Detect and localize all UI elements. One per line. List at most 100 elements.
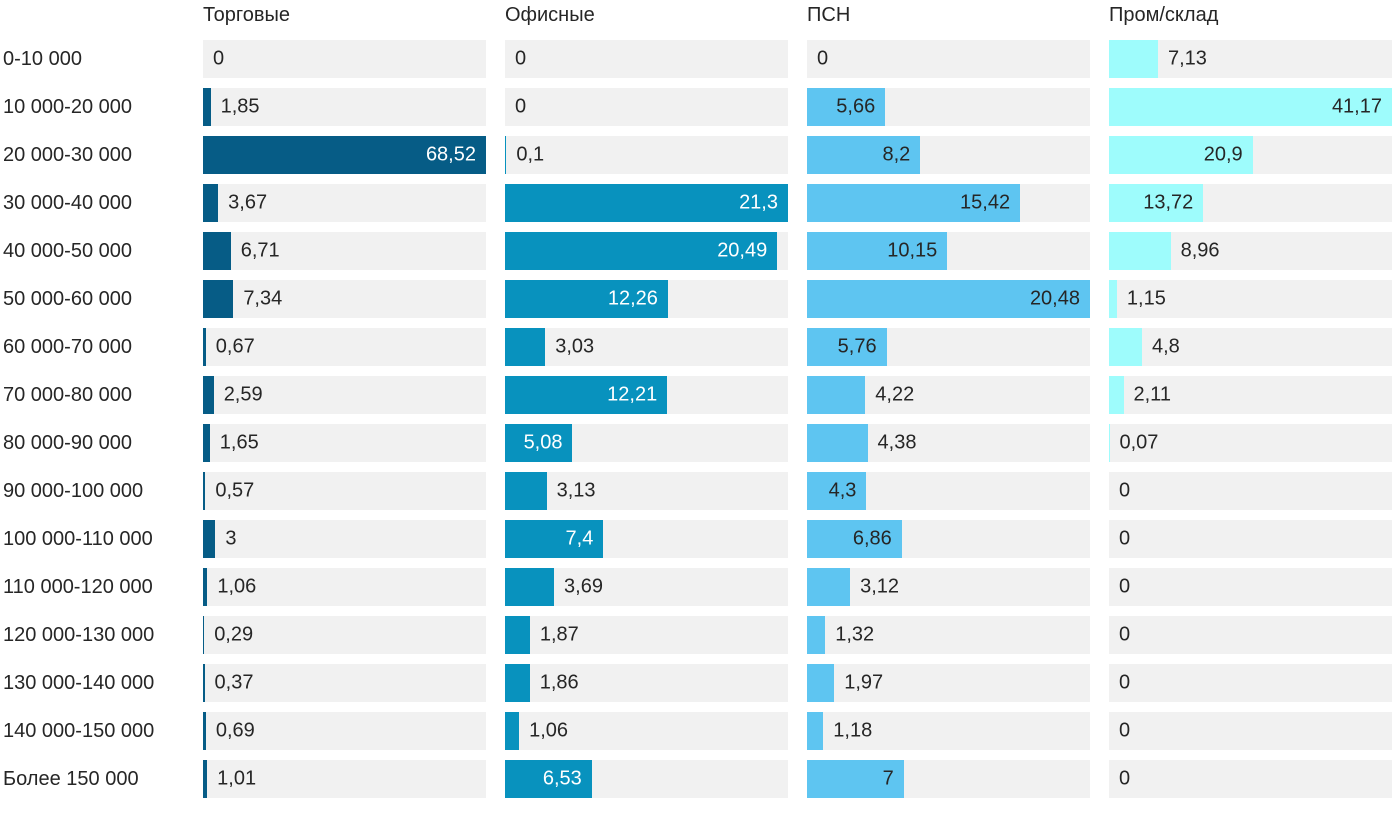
bar-track: 4,38	[807, 424, 1090, 462]
column-headers-row: Торговые Офисные ПСН Пром/склад	[0, 0, 1392, 30]
bar-value-label: 3	[225, 527, 237, 550]
bar-track: 7	[807, 760, 1090, 798]
row-label: 110 000-120 000	[3, 576, 153, 598]
chart-row: 50 000-60 000 7,34 12,26 20,48 1,15	[0, 280, 1392, 318]
chart-row: 30 000-40 000 3,67 21,3 15,42 13,72	[0, 184, 1392, 222]
bar-fill	[203, 760, 208, 798]
bar-value-label: 3,69	[564, 575, 603, 598]
chart-row: Более 150 000 1,01 6,53 7 0	[0, 760, 1392, 798]
bar-track: 4,3	[807, 472, 1090, 510]
bar-value-label: 3,67	[228, 191, 268, 214]
bar-fill	[1109, 280, 1117, 318]
bar-value-label: 6,53	[542, 767, 582, 790]
bar-track: 4,22	[807, 376, 1090, 414]
bar-fill	[505, 520, 604, 558]
bar-fill	[1109, 40, 1158, 78]
row-label: 40 000-50 000	[3, 240, 133, 262]
bar-fill	[807, 472, 867, 510]
bar-track: 1,97	[807, 664, 1090, 702]
bar-fill	[505, 376, 668, 414]
bar-value-label: 0	[1119, 623, 1131, 646]
bar-track: 0,69	[203, 712, 486, 750]
bar-value-label: 20,49	[717, 239, 768, 262]
bar-value-label: 0	[1119, 671, 1131, 694]
bar-value-label: 4,3	[828, 479, 857, 502]
bar-track: 2,59	[203, 376, 486, 414]
bar-fill	[203, 184, 219, 222]
bar-track: 0	[1109, 664, 1392, 702]
bar-value-label: 0	[515, 95, 527, 118]
chart-row: 120 000-130 000 0,29 1,87 1,32 0	[0, 616, 1392, 654]
chart-rows: 0-10 000 0 0 0 7,13 10 000-20 000 1,85 0 5,66 41,…	[0, 40, 1392, 798]
bar-track: 1,32	[807, 616, 1090, 654]
bar-value-label: 41,17	[1331, 95, 1382, 118]
bar-track: 1,06	[203, 568, 486, 606]
bar-value-label: 8,2	[882, 143, 911, 166]
bar-value-label: 3,12	[860, 575, 900, 598]
chart-row: 0-10 000 0 0 0 7,13	[0, 40, 1392, 78]
bar-track: 0,29	[203, 616, 486, 654]
bar-fill	[505, 664, 530, 702]
bar-value-label: 13,72	[1143, 191, 1194, 214]
bar-value-label: 5,66	[836, 95, 876, 118]
bar-fill	[807, 88, 886, 126]
corner-spacer	[0, 0, 184, 30]
bar-fill	[807, 520, 902, 558]
bar-value-label: 1,18	[833, 719, 873, 742]
bar-fill	[203, 424, 210, 462]
chart-row: 70 000-80 000 2,59 12,21 4,22 2,11	[0, 376, 1392, 414]
bar-track: 3,69	[505, 568, 788, 606]
bar-track: 0,07	[1109, 424, 1392, 462]
bar-track: 0	[1109, 568, 1392, 606]
bar-track: 20,49	[505, 232, 788, 270]
bar-fill	[1109, 136, 1253, 174]
chart-row: 10 000-20 000 1,85 0 5,66 41,17	[0, 88, 1392, 126]
bar-track: 7,13	[1109, 40, 1392, 78]
bar-fill	[203, 88, 211, 126]
bar-track: 0,67	[203, 328, 486, 366]
bar-value-label: 0	[1119, 719, 1131, 742]
bar-track: 20,9	[1109, 136, 1392, 174]
bar-value-label: 4,38	[877, 431, 917, 454]
bar-fill	[203, 520, 216, 558]
bar-fill	[203, 328, 206, 366]
bar-value-label: 21,3	[739, 191, 778, 214]
bar-track: 0	[1109, 520, 1392, 558]
bar-fill	[505, 280, 668, 318]
bar-track: 5,08	[505, 424, 788, 462]
bar-fill	[807, 568, 851, 606]
bar-value-label: 1,65	[219, 431, 259, 454]
bar-value-label: 1,85	[220, 95, 260, 118]
bar-value-label: 7,13	[1168, 47, 1207, 70]
bar-fill	[807, 328, 887, 366]
bar-fill	[203, 616, 205, 654]
bar-fill	[807, 712, 824, 750]
bar-track: 0	[203, 40, 486, 78]
bar-value-label: 0,67	[215, 335, 255, 358]
bar-fill	[1109, 184, 1204, 222]
bar-value-label: 0	[515, 47, 527, 70]
bar-value-label: 20,48	[1029, 287, 1080, 310]
bar-value-label: 10,15	[887, 239, 938, 262]
bar-track: 0	[1109, 616, 1392, 654]
bar-value-label: 0	[1119, 767, 1131, 790]
bar-fill	[505, 760, 592, 798]
bar-track: 12,26	[505, 280, 788, 318]
row-label: 90 000-100 000	[3, 480, 144, 502]
row-label: 50 000-60 000	[3, 288, 133, 310]
bar-fill	[505, 712, 520, 750]
chart-row: 100 000-110 000 3 7,4 6,86 0	[0, 520, 1392, 558]
bar-track: 3,67	[203, 184, 486, 222]
chart-row: 140 000-150 000 0,69 1,06 1,18 0	[0, 712, 1392, 750]
bar-track: 3,03	[505, 328, 788, 366]
bar-track: 0,1	[505, 136, 788, 174]
row-label: 70 000-80 000	[3, 384, 133, 406]
bar-value-label: 15,42	[960, 191, 1011, 214]
bar-track: 6,86	[807, 520, 1090, 558]
row-label: 140 000-150 000	[3, 720, 155, 742]
bar-fill	[1109, 88, 1392, 126]
bar-fill	[1109, 232, 1171, 270]
bar-fill	[203, 664, 205, 702]
bar-fill	[505, 424, 573, 462]
bar-value-label: 0	[817, 47, 829, 70]
